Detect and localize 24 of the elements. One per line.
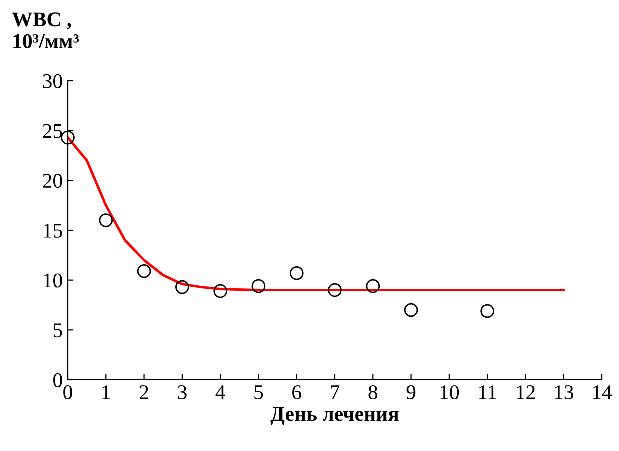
x-tick-label: 11: [479, 386, 496, 400]
x-tick-label: 5: [254, 386, 264, 400]
x-tick-label: 13: [555, 386, 574, 400]
y-tick-label: 15: [44, 224, 62, 238]
x-tick-label: 3: [178, 386, 187, 400]
y-tick-label: 0: [54, 373, 62, 388]
y-tick-label: 20: [43, 174, 62, 188]
x-tick-label: 7: [331, 386, 340, 400]
x-tick-label: 2: [140, 386, 148, 400]
y-tick-label: 30: [43, 74, 62, 88]
y-tick-label: 5: [54, 324, 62, 338]
x-tick-label: 4: [216, 386, 226, 400]
y-axis-title: WBC , 10³/мм³: [12, 12, 80, 48]
x-tick-label: 0: [64, 385, 72, 400]
x-tick-label: 14: [593, 386, 612, 400]
x-tick-label: 8: [368, 385, 378, 400]
y-tick-label: 25: [43, 124, 62, 138]
x-axis-title: День лечения: [270, 407, 399, 426]
x-tick-label: 6: [292, 386, 302, 400]
x-tick-label: 9: [406, 386, 416, 400]
x-tick-label: 1: [102, 386, 110, 400]
x-tick-label: 10: [440, 385, 460, 400]
x-tick-label: 12: [517, 386, 535, 400]
y-tick-label: 10: [44, 274, 62, 288]
